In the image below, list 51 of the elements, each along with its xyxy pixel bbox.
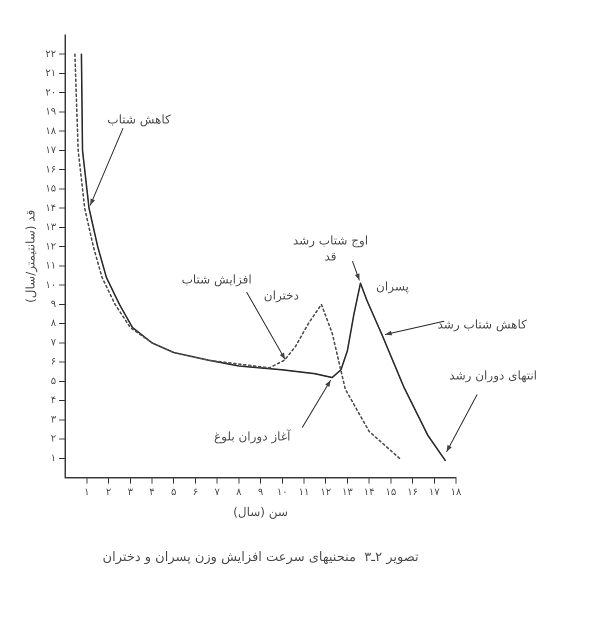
y-tick-label: ۲۰ [45,87,56,98]
y-tick-label: ۲ [50,434,56,445]
x-tick-label: ۱۰ [276,487,288,498]
x-tick-label: ۸ [236,487,242,498]
x-tick-label: ۱۲ [320,487,332,498]
y-tick-label: ۱۰ [45,280,56,291]
y-tick-label: ۱۷ [45,145,57,156]
y-tick-label: ۱۲ [45,241,56,252]
x-tick-label: ۱۸ [450,487,462,498]
x-tick-label: ۶ [192,487,198,498]
x-tick-label: ۱۶ [407,487,418,498]
x-axis-title: سن (سال) [233,504,288,519]
x-tick-label: ۴ [149,487,155,498]
y-tick-label: ۳ [50,414,57,426]
x-tick-label: ۱۷ [428,487,440,498]
series-label: پسران [376,279,409,294]
x-tick-label: ۲ [106,487,112,498]
y-tick-label: ۷ [50,337,57,348]
y-tick-label: ۱۱ [45,260,56,272]
x-tick-label: ۱۴ [364,487,375,498]
y-tick-label: ۱۹ [45,106,56,118]
y-tick-label: ۱۴ [45,202,56,214]
x-tick-label: ۱۱ [298,487,310,498]
annotation: کاهش شتاب [107,112,172,126]
y-tick-label: ۱۳ [45,222,57,234]
y-tick-label: ۱۵ [45,184,56,195]
x-tick-label: ۷ [214,487,220,498]
x-tick-label: ۳ [128,487,134,498]
annotation: آغاز دوران بلوغ [214,428,292,444]
y-tick-label: ۵ [50,376,56,387]
y-tick-label: ۱۸ [45,126,57,137]
y-tick-label: ۱ [50,452,56,464]
series-label: دختران [264,288,299,303]
y-tick-label: ۱۶ [45,164,56,176]
x-tick-label: ۱۵ [385,487,396,498]
annotation: انتهای دوران رشد [449,368,538,383]
y-tick-label: ۴ [50,395,56,406]
y-axis-title: قد (سانتیمتر/سال) [23,210,38,303]
x-tick-label: ۱ [84,487,90,498]
text: تصویر ۲ـ۳ منحنیهای سرعت افزایش وزن پسران و دختران [102,550,419,565]
annotation: اوج شتاب رشد قد [292,233,368,264]
y-tick-label: ۲۱ [45,68,56,80]
annotation: افزایش شتاب [182,272,252,286]
x-tick-label: ۱۳ [342,487,354,498]
y-tick-label: ۹ [50,299,56,310]
y-tick-label: ۸ [50,318,57,330]
annotation: کاهش شتاب رشد [437,317,528,332]
y-tick-label: ۲۲ [45,48,56,60]
x-tick-label: ۹ [258,487,264,498]
x-tick-label: ۵ [171,487,176,498]
y-tick-label: ۶ [50,356,56,368]
